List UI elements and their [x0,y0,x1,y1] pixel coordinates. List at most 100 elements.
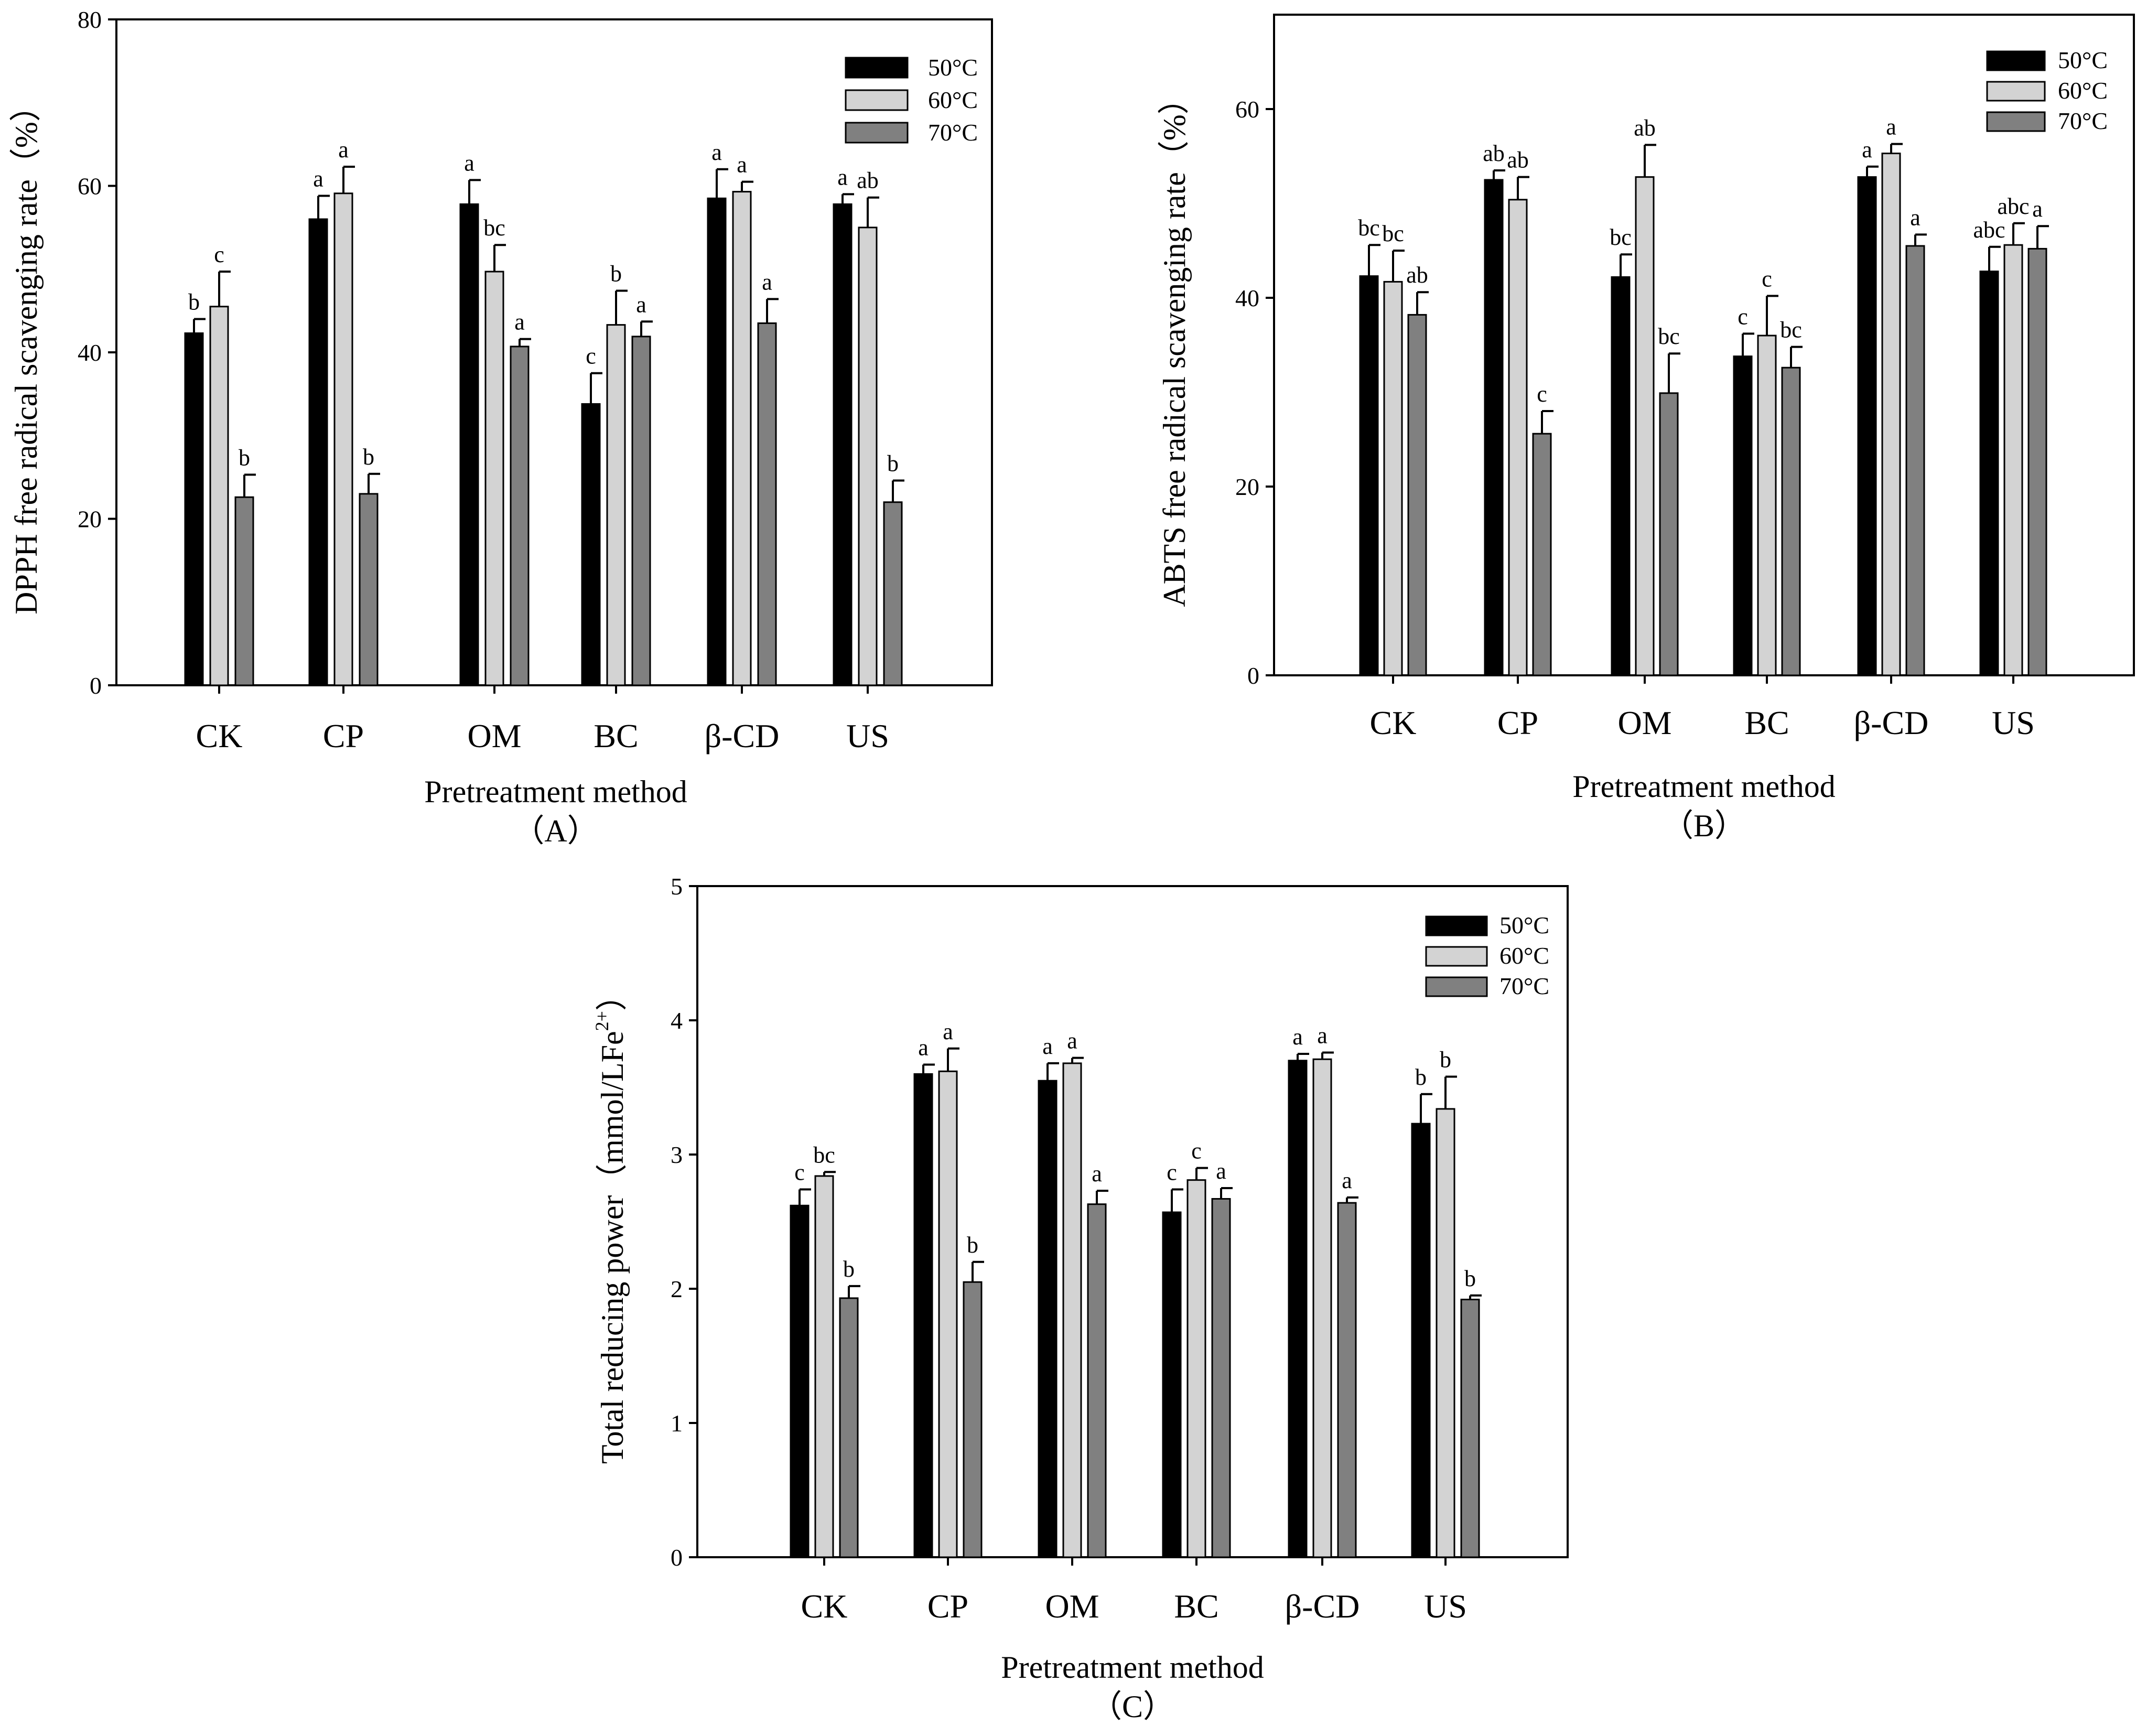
bar-CP-70°C [963,1281,983,1558]
x-axis-title: Pretreatment method [424,774,687,809]
bar-OM-60°C [1062,1062,1082,1558]
bar-β-CD-60°C [732,191,752,686]
y-tick-label: 40 [1235,285,1259,311]
significance-letter: bc [1358,215,1380,241]
bar-β-CD-70°C [1905,245,1925,676]
category-label: US [1424,1588,1467,1625]
significance-letter: b [887,450,899,476]
significance-letter: a [636,292,646,317]
category-label: CP [323,717,364,754]
legend-label: 50°C [928,54,978,81]
significance-letter: a [918,1034,929,1060]
significance-letter: c [1537,381,1547,407]
bar-CK-60°C [1383,281,1403,676]
category-label: BC [1744,704,1789,741]
bar-US-50°C [833,203,853,686]
significance-letter: a [837,164,848,190]
y-ticks: 0 20 40 60 80 [78,6,116,699]
significance-letter: b [1440,1047,1451,1073]
bar-CP-60°C [938,1070,958,1558]
legend-label: 60°C [1499,942,1549,969]
bar-US-60°C [858,227,878,686]
y-axis-title: ABTS free radical scavenging rate（%） [1157,83,1192,607]
legend-label: 60°C [928,87,978,113]
category-label: CK [1370,704,1417,741]
significance-letter: b [843,1256,855,1282]
legend: 50°C 60°C 70°C [845,54,978,146]
bar-BC-60°C [1757,335,1777,676]
significance-letter: b [610,261,622,287]
significance-letter: c [214,242,224,267]
bar-BC-70°C [631,336,651,686]
significance-letter: ab [1507,147,1529,173]
category-label: β-CD [705,717,780,754]
category-label: BC [1174,1588,1218,1625]
significance-letter: c [1762,266,1772,292]
bar-BC-50°C [1162,1211,1182,1558]
y-tick-label: 40 [78,339,102,366]
legend-swatch [845,122,909,144]
y-tick-label: 3 [671,1141,683,1168]
significance-letter: abc [1973,217,2005,243]
y-tick-label: 80 [78,6,102,33]
bar-CP-50°C [913,1073,933,1558]
y-tick-label: 20 [78,506,102,533]
significance-letter: c [1167,1160,1177,1185]
category-labels: CK CP OM BC β-CD US [1370,675,2035,741]
y-tick-label: 20 [1235,473,1259,500]
bar-OM-50°C [1611,276,1631,676]
significance-letter: b [1415,1064,1427,1090]
bar-OM-50°C [459,203,479,686]
y-tick-label: 2 [671,1276,683,1302]
bar-CK-70°C [839,1297,859,1558]
bar-β-CD-70°C [1337,1202,1357,1558]
category-label: US [846,717,889,754]
y-tick-label: 0 [90,672,102,699]
bar-CK-60°C [209,306,229,686]
legend-swatch [1986,81,2046,102]
bar-CK-50°C [790,1204,810,1558]
bar-US-50°C [1979,271,1999,676]
significance-letter: a [313,166,323,192]
significance-letter: a [943,1019,953,1044]
category-label: OM [1617,704,1671,741]
bar-US-70°C [1460,1298,1480,1558]
bar-BC-50°C [1733,355,1753,676]
y-axis-title: Total reducing power（mmol/LFe2+） [591,979,630,1464]
significance-letter: bc [1658,324,1680,349]
significance-letter: a [514,309,525,335]
bar-CP-70°C [1532,433,1552,676]
significance-letter: a [711,139,722,165]
category-labels: CK CP OM BC β-CD US [801,1557,1467,1625]
bar-CK-60°C [814,1175,834,1558]
legend-swatch [1425,946,1488,967]
category-label: OM [467,717,521,754]
bar-BC-70°C [1781,366,1801,676]
significance-letter: a [1067,1028,1077,1054]
bar-US-70°C [2027,247,2047,676]
y-axis-title: DPPH free radical scavenging rate（%） [9,90,44,614]
legend-label: 60°C [2058,77,2108,104]
y-ticks: 0 1 2 3 4 5 [671,873,697,1571]
bar-β-CD-50°C [1857,176,1877,676]
bar-CK-70°C [234,496,254,686]
significance-letter: a [1317,1022,1328,1048]
panel-letter: （C） [1091,1689,1174,1724]
bar-BC-60°C [1186,1179,1206,1558]
y-tick-label: 0 [1247,662,1259,689]
significance-letter: c [1191,1138,1202,1164]
bar-OM-50°C [1038,1080,1058,1558]
bar-β-CD-50°C [707,197,727,686]
bar-β-CD-60°C [1881,153,1901,676]
bar-BC-70°C [1211,1198,1231,1558]
legend-label: 70°C [928,119,978,146]
significance-letter: bc [1780,317,1802,343]
category-label: US [1992,704,2035,741]
significance-letter: a [338,137,349,163]
y-axis-title-main: Total reducing power（mmol/LFe [595,1031,630,1464]
x-axis-title: Pretreatment method [1001,1650,1264,1685]
